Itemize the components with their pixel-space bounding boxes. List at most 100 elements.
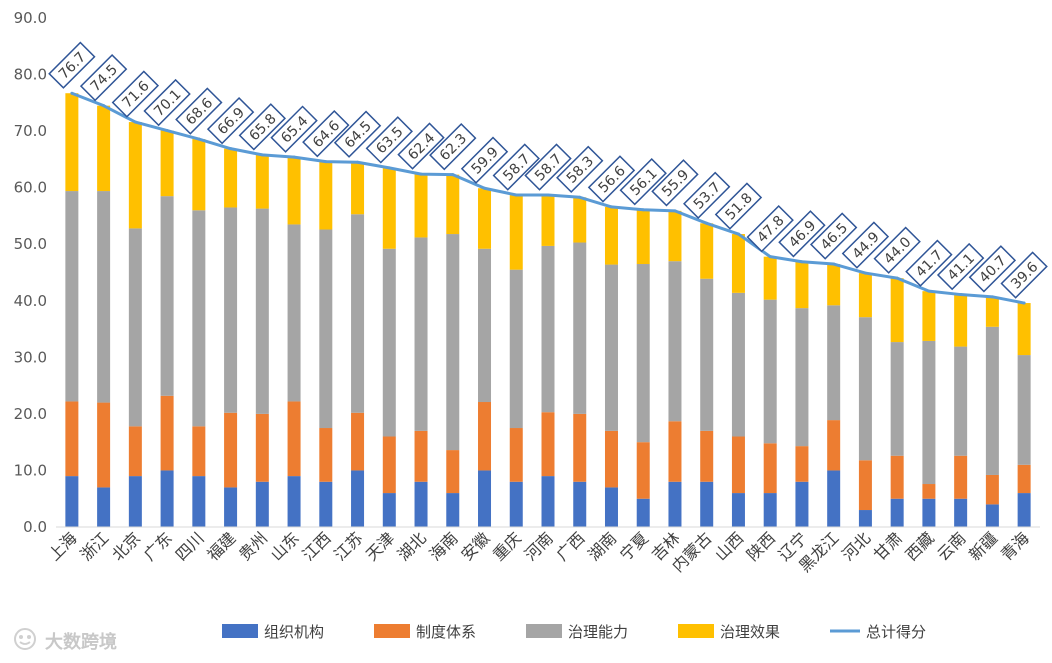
x-tick-label: 青海 (997, 528, 1033, 564)
total-point (324, 160, 328, 164)
bar-segment (636, 209, 650, 265)
data-label-box (778, 210, 826, 258)
bar-segment (795, 308, 809, 447)
data-label-box (175, 87, 223, 135)
x-tick-label: 宁夏 (616, 528, 652, 564)
total-point (927, 289, 931, 293)
bar-segment (985, 474, 999, 505)
x-tick-label: 四川 (172, 528, 208, 564)
data-label-box (683, 171, 731, 219)
bar-segment (382, 493, 396, 527)
bar-segment (731, 292, 745, 437)
total-score-labels: 76.774.571.670.168.666.965.865.464.664.5… (48, 41, 1048, 299)
total-point (165, 129, 169, 133)
bar-segment (668, 421, 682, 482)
x-tick-label: 河北 (838, 528, 874, 564)
data-label-box (48, 41, 96, 89)
data-label: 47.8 (746, 204, 794, 253)
bar-segment (795, 261, 809, 309)
total-point (387, 166, 391, 170)
bar-segment (65, 401, 79, 477)
x-tick-label: 江苏 (330, 528, 366, 564)
legend-label: 治理能力 (568, 623, 628, 641)
bar-segment (922, 291, 936, 341)
data-label: 59.9 (460, 136, 509, 184)
bar-segment (287, 157, 301, 225)
bar-segment (160, 196, 174, 396)
bar-segment (382, 436, 396, 494)
data-label-box (556, 145, 604, 193)
total-point (800, 260, 804, 264)
legend-label: 制度体系 (416, 623, 476, 641)
x-tick-label: 甘肃 (870, 528, 906, 564)
bar-segment (478, 248, 492, 403)
y-axis: 0.0 10.0 20.0 30.0 40.0 50.0 60.0 70.0 80.0 90.0 (14, 9, 47, 536)
total-point (705, 221, 709, 225)
bar-segment (604, 206, 618, 265)
data-label-box (270, 105, 318, 153)
x-tick-label: 新疆 (965, 528, 1001, 564)
data-label-box (809, 212, 858, 260)
bar-segment (985, 326, 999, 475)
bar-segment (509, 195, 523, 270)
bar-segment (763, 443, 777, 494)
legend-swatch (526, 624, 562, 638)
bar-segment (414, 430, 428, 482)
bar-segment (573, 197, 587, 243)
x-tick-label: 天津 (362, 528, 398, 564)
x-tick-label: 山东 (267, 528, 303, 564)
bar-segment (954, 498, 968, 527)
y-tick-label: 40.0 (14, 292, 47, 310)
bar-segment (541, 476, 555, 527)
bar-segment (541, 412, 555, 477)
bar-segment (763, 493, 777, 527)
bar-segment (509, 428, 523, 482)
bar-segment (731, 436, 745, 494)
x-tick-label: 江西 (299, 528, 335, 564)
bar-segment (65, 476, 79, 527)
total-point (990, 295, 994, 299)
y-tick-label: 60.0 (14, 179, 47, 197)
bar-segment (351, 162, 365, 215)
bar-segment (668, 481, 682, 527)
bar-segment (414, 481, 428, 527)
data-label: 63.5 (365, 116, 413, 164)
bar-segment (858, 460, 872, 511)
x-tick-label: 广东 (140, 528, 176, 564)
total-point (641, 208, 645, 212)
bar-segment (1017, 303, 1031, 356)
bar-segment (731, 493, 745, 527)
x-tick-label: 西藏 (902, 528, 938, 564)
bar-segment (414, 237, 428, 431)
x-tick-label: 贵州 (235, 528, 271, 564)
bar-segment (700, 223, 714, 279)
data-label-box (206, 96, 255, 145)
bar-segment (478, 188, 492, 249)
data-label: 41.7 (905, 239, 953, 287)
legend: 组织机构 制度体系 治理能力 治理效果 总计得分 (222, 623, 926, 641)
bar-segment (954, 346, 968, 456)
bar-segment (319, 161, 333, 230)
bar-segment (319, 229, 333, 429)
bar-segment (192, 476, 206, 527)
y-tick-label: 70.0 (14, 122, 47, 140)
bar-segment (1017, 355, 1031, 465)
legend-label: 总计得分 (866, 623, 926, 641)
x-tick-label: 浙江 (76, 528, 112, 564)
total-point (895, 276, 899, 280)
data-label-box (1000, 251, 1048, 299)
total-point (768, 255, 772, 259)
data-label-box (524, 143, 572, 191)
data-label-box (365, 116, 413, 164)
data-label-box (651, 159, 699, 207)
data-label-box (238, 103, 287, 151)
data-label-box (619, 158, 667, 206)
bar-segment (890, 342, 904, 456)
bar-segment (763, 256, 777, 300)
total-point (419, 172, 423, 176)
data-label-box (492, 143, 540, 191)
x-tick-label: 山西 (711, 528, 747, 564)
bar-segment (255, 154, 269, 209)
bar-segment (1017, 464, 1031, 494)
bar-segment (668, 210, 682, 262)
